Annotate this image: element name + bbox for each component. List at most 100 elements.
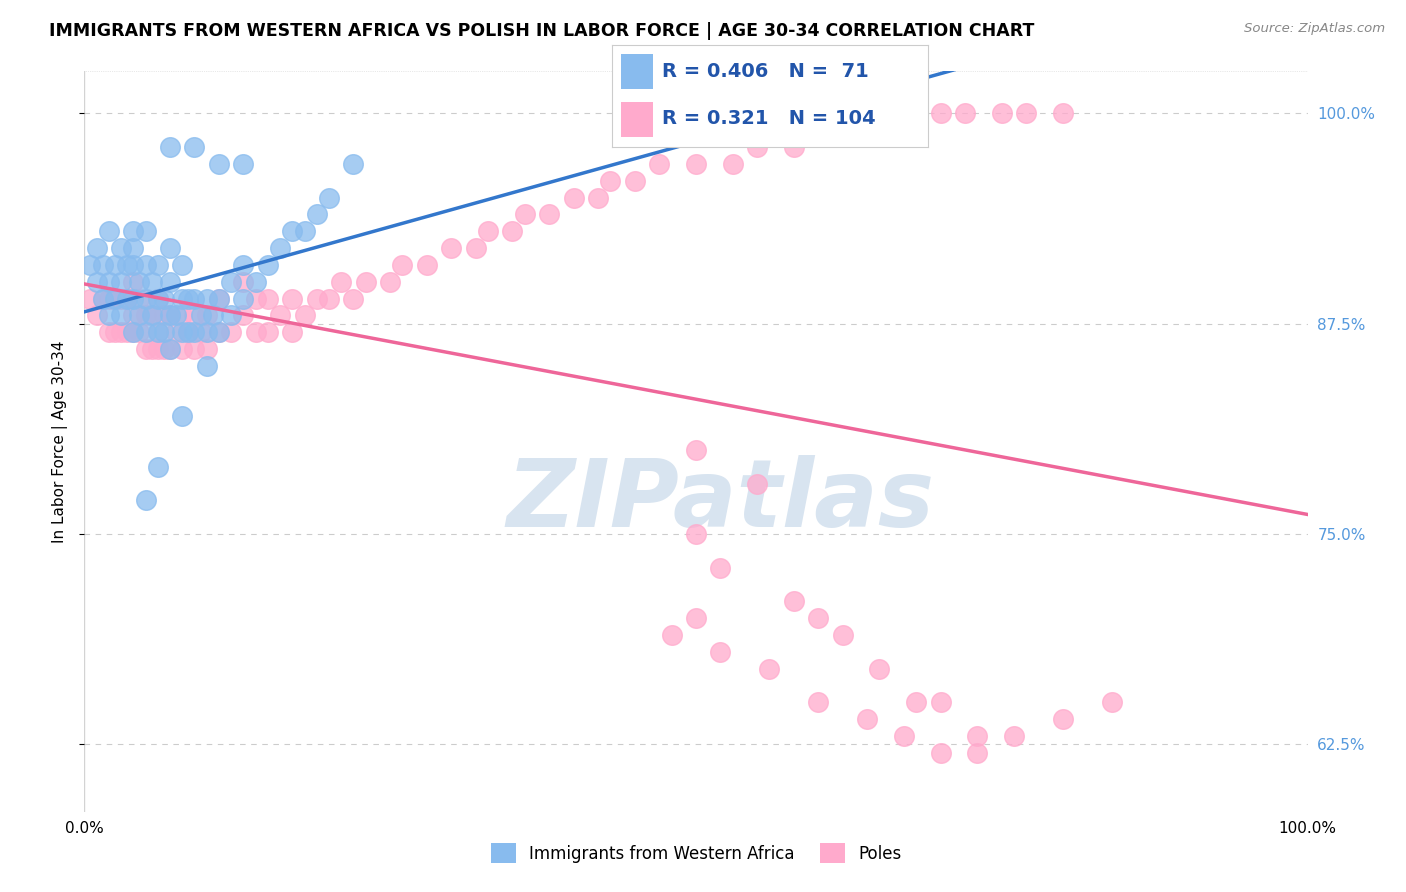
Point	[128, 325, 150, 339]
Point	[281, 292, 304, 306]
Point	[104, 325, 127, 339]
Point	[208, 292, 231, 306]
Point	[97, 309, 120, 323]
Point	[91, 292, 114, 306]
Point	[257, 292, 280, 306]
Point	[110, 292, 132, 306]
Point	[159, 140, 181, 154]
Point	[354, 275, 377, 289]
Point	[966, 729, 988, 743]
Point	[195, 325, 218, 339]
Point	[831, 628, 853, 642]
Point	[599, 174, 621, 188]
Point	[208, 157, 231, 171]
Point	[172, 342, 194, 356]
Point	[905, 695, 928, 709]
Point	[1052, 106, 1074, 120]
Point	[1052, 712, 1074, 726]
Point	[165, 325, 187, 339]
Point	[153, 325, 176, 339]
Point	[183, 309, 205, 323]
Text: IMMIGRANTS FROM WESTERN AFRICA VS POLISH IN LABOR FORCE | AGE 30-34 CORRELATION : IMMIGRANTS FROM WESTERN AFRICA VS POLISH…	[49, 22, 1035, 40]
Bar	[621, 54, 652, 88]
Point	[128, 309, 150, 323]
Point	[929, 746, 952, 760]
Point	[79, 258, 101, 272]
Point	[342, 292, 364, 306]
Point	[177, 325, 200, 339]
Point	[122, 309, 145, 323]
Point	[141, 275, 163, 289]
Point	[232, 292, 254, 306]
Point	[97, 275, 120, 289]
Point	[245, 292, 267, 306]
Point	[245, 275, 267, 289]
Point	[219, 275, 242, 289]
Point	[141, 342, 163, 356]
Point	[183, 140, 205, 154]
Point	[294, 309, 316, 323]
Point	[257, 258, 280, 272]
Text: R = 0.406   N =  71: R = 0.406 N = 71	[662, 62, 869, 81]
Point	[110, 275, 132, 289]
Point	[115, 258, 138, 272]
Point	[232, 275, 254, 289]
Point	[165, 309, 187, 323]
Point	[153, 342, 176, 356]
Legend: Immigrants from Western Africa, Poles: Immigrants from Western Africa, Poles	[484, 837, 908, 870]
Point	[201, 309, 224, 323]
Point	[208, 292, 231, 306]
Point	[893, 106, 915, 120]
Point	[146, 325, 169, 339]
Point	[624, 174, 647, 188]
Point	[709, 645, 731, 659]
Point	[195, 309, 218, 323]
Text: Source: ZipAtlas.com: Source: ZipAtlas.com	[1244, 22, 1385, 36]
Point	[135, 309, 157, 323]
Point	[1002, 729, 1025, 743]
Point	[661, 628, 683, 642]
Point	[219, 309, 242, 323]
Point	[128, 292, 150, 306]
Point	[380, 275, 402, 289]
Point	[783, 140, 806, 154]
Point	[97, 292, 120, 306]
Point	[183, 342, 205, 356]
Point	[135, 342, 157, 356]
Point	[153, 292, 176, 306]
Point	[122, 224, 145, 238]
Point	[219, 325, 242, 339]
Point	[141, 309, 163, 323]
Point	[141, 309, 163, 323]
Point	[342, 157, 364, 171]
Point	[281, 325, 304, 339]
Point	[869, 123, 891, 137]
Point	[190, 309, 212, 323]
Point	[115, 292, 138, 306]
Point	[648, 157, 671, 171]
Point	[135, 493, 157, 508]
Point	[318, 292, 340, 306]
Point	[172, 258, 194, 272]
Point	[91, 258, 114, 272]
Point	[172, 409, 194, 424]
Point	[97, 224, 120, 238]
Point	[104, 292, 127, 306]
Point	[893, 729, 915, 743]
Point	[685, 527, 707, 541]
Point	[721, 157, 744, 171]
Point	[190, 325, 212, 339]
Point	[232, 157, 254, 171]
Point	[110, 309, 132, 323]
Point	[122, 241, 145, 255]
Point	[538, 207, 561, 221]
Point	[195, 342, 218, 356]
Point	[747, 476, 769, 491]
Point	[195, 292, 218, 306]
Point	[807, 123, 830, 137]
Point	[807, 611, 830, 625]
Point	[257, 325, 280, 339]
Point	[159, 275, 181, 289]
Point	[122, 275, 145, 289]
Point	[685, 611, 707, 625]
